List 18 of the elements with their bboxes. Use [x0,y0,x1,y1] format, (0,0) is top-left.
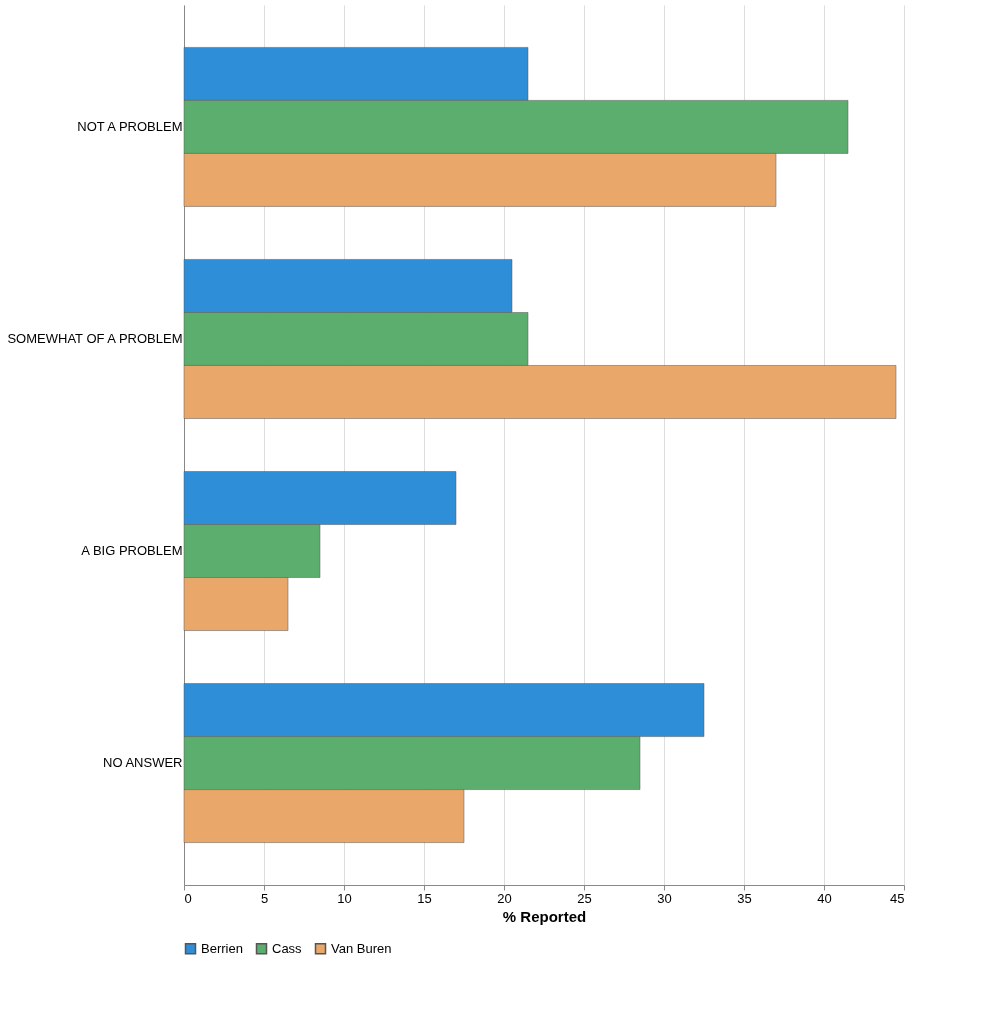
x-tick-label: 30 [657,890,672,906]
x-tick-label: 15 [417,890,432,906]
x-tick-label: 35 [737,890,752,906]
y-tick-label: SOMEWHAT OF A PROBLEM [7,330,183,346]
x-tick-label: 0 [184,890,192,906]
x-tick-label: 40 [817,890,832,906]
y-tick-label: NO ANSWER [103,755,183,771]
x-axis-title: % Reported [502,907,587,925]
y-tick-label: NOT A PROBLEM [77,118,183,134]
legend-label: Cass [272,940,303,956]
x-tick-label: 25 [577,890,592,906]
x-tick-label: 20 [497,890,512,906]
y-tick-label: A BIG PROBLEM [81,543,183,559]
x-tick-label: 10 [337,890,352,906]
legend-label: Berrien [201,940,243,956]
x-tick-label: 5 [260,890,269,906]
x-tick-label: 45 [890,890,905,906]
legend-label: Van Buren [331,940,392,956]
